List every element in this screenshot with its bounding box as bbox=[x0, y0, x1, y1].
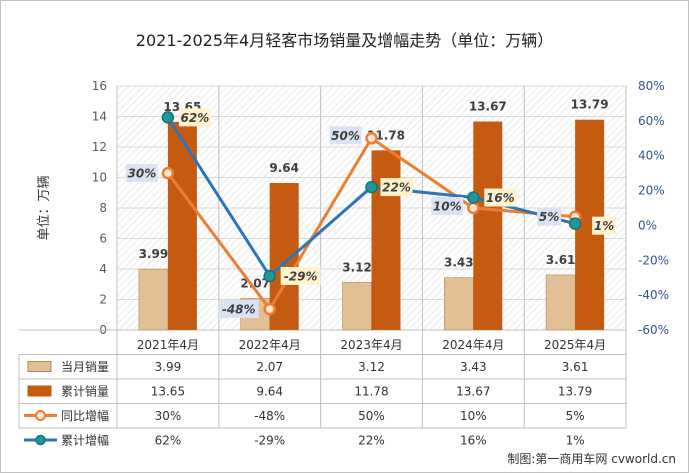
legend-key-bar bbox=[27, 385, 52, 397]
table-cell: 3.12 bbox=[358, 360, 385, 374]
point-yoy-growth bbox=[161, 166, 175, 180]
y2-tick-label: -20% bbox=[638, 253, 669, 267]
bar-label-cumulative: 9.64 bbox=[269, 161, 299, 175]
line-label-cumulative: 16% bbox=[486, 191, 515, 205]
y-tick-label: 10 bbox=[92, 171, 107, 185]
table-cell: -48% bbox=[254, 409, 285, 423]
line-label-yoy: 30% bbox=[128, 167, 157, 181]
line-label-cumulative: 22% bbox=[382, 181, 411, 195]
table-cell: 30% bbox=[155, 409, 182, 423]
table-cell: 5% bbox=[566, 409, 585, 423]
point-yoy-growth bbox=[467, 201, 480, 215]
y2-tick-label: 20% bbox=[638, 184, 665, 198]
watermark: 制图:第一商用车网 cvworld.cn bbox=[507, 452, 676, 466]
point-yoy-growth bbox=[263, 302, 276, 316]
legend-label: 当月销量 bbox=[61, 360, 109, 374]
line-label-yoy: 5% bbox=[539, 210, 559, 224]
table-cell: 50% bbox=[358, 409, 385, 423]
table-cell: 2.07 bbox=[256, 360, 283, 374]
line-label-yoy-box bbox=[218, 300, 259, 319]
bar-monthly-sales bbox=[138, 268, 169, 331]
bar-cumulative-sales bbox=[371, 150, 401, 330]
line-label-cumulative-box bbox=[380, 178, 413, 197]
line-label-cumulative-box bbox=[592, 216, 617, 235]
line-label-cumulative: 1% bbox=[594, 219, 614, 233]
legend-key-marker bbox=[35, 434, 46, 446]
line-label-yoy-box bbox=[125, 164, 158, 183]
chart-title: 2021-2025年4月轻客市场销量及增幅走势（单位：万辆） bbox=[135, 31, 554, 50]
line-label-yoy: -48% bbox=[222, 303, 256, 317]
table-cell: 16% bbox=[460, 434, 487, 448]
y-tick-label: 8 bbox=[99, 201, 107, 215]
category-label: 2025年4月 bbox=[544, 338, 606, 352]
line-label-cumulative-box bbox=[178, 108, 211, 127]
legend-key-bar bbox=[27, 361, 52, 372]
bar-label-cumulative: 13.67 bbox=[469, 100, 507, 114]
line-label-cumulative: -29% bbox=[284, 269, 318, 283]
point-cumulative-growth bbox=[568, 217, 582, 230]
table-cell: 13.79 bbox=[558, 385, 592, 399]
line-label-cumulative: 62% bbox=[181, 111, 210, 125]
legend-label: 同比增幅 bbox=[61, 408, 109, 423]
line-label-yoy: 10% bbox=[433, 200, 462, 214]
bar-label-monthly: 3.99 bbox=[139, 247, 169, 261]
table-cell: 10% bbox=[460, 409, 487, 423]
table-cell: 3.61 bbox=[562, 360, 589, 374]
table-cell: 3.43 bbox=[460, 360, 487, 374]
legend-label: 累计销量 bbox=[61, 385, 109, 399]
line-label-yoy-box bbox=[431, 197, 464, 215]
line-label-cumulative-box bbox=[280, 266, 321, 285]
point-yoy-growth bbox=[365, 132, 378, 145]
table-cell: 62% bbox=[155, 434, 182, 448]
y-tick-label: 12 bbox=[92, 140, 107, 154]
category-label: 2023年4月 bbox=[340, 338, 402, 352]
bar-monthly-sales bbox=[443, 277, 474, 331]
bar-monthly-sales bbox=[342, 282, 372, 331]
y2-tick-label: 80% bbox=[638, 79, 665, 93]
legend-key-marker bbox=[35, 410, 46, 421]
y-tick-label: 16 bbox=[92, 79, 107, 93]
y-tick-label: 14 bbox=[92, 110, 107, 124]
y-tick-label: 2 bbox=[99, 293, 107, 307]
table-cell: 3.99 bbox=[155, 360, 182, 374]
y2-tick-label: 60% bbox=[638, 114, 665, 128]
legend-label: 累计增幅 bbox=[61, 433, 109, 448]
bar-cumulative-sales bbox=[473, 121, 503, 330]
y-axis-label: 单位：万辆 bbox=[37, 175, 52, 240]
category-label: 2021年4月 bbox=[137, 338, 199, 352]
point-cumulative-growth bbox=[467, 191, 480, 204]
bar-label-cumulative: 13.79 bbox=[571, 98, 609, 112]
bar-label-monthly: 3.61 bbox=[546, 253, 576, 267]
point-cumulative-growth bbox=[365, 180, 378, 194]
bar-label-monthly: 3.12 bbox=[342, 260, 372, 274]
bar-label-monthly: 3.43 bbox=[444, 256, 474, 270]
table-cell: 1% bbox=[566, 434, 585, 448]
table-cell: 22% bbox=[358, 434, 385, 448]
table-cell: 9.64 bbox=[256, 385, 283, 399]
line-label-cumulative-box bbox=[484, 188, 517, 207]
table-cell: 13.67 bbox=[456, 385, 490, 399]
point-cumulative-growth bbox=[263, 269, 276, 283]
table-cell: 11.78 bbox=[354, 385, 388, 399]
line-label-yoy: 50% bbox=[331, 129, 360, 143]
table-cell: -29% bbox=[254, 434, 285, 448]
category-label: 2024年4月 bbox=[442, 338, 504, 352]
y2-tick-label: 0% bbox=[638, 218, 657, 232]
line-label-yoy-box bbox=[329, 126, 362, 145]
y2-tick-label: -60% bbox=[638, 323, 669, 337]
bar-monthly-sales bbox=[545, 274, 576, 331]
table-cell: 13.65 bbox=[151, 385, 185, 399]
category-label: 2022年4月 bbox=[239, 338, 301, 352]
y-tick-label: 4 bbox=[99, 262, 107, 276]
point-cumulative-growth bbox=[161, 111, 175, 124]
y2-tick-label: -40% bbox=[638, 288, 669, 302]
y-tick-label: 6 bbox=[99, 232, 107, 246]
y2-tick-label: 40% bbox=[638, 149, 665, 163]
line-label-yoy-box bbox=[537, 207, 562, 226]
